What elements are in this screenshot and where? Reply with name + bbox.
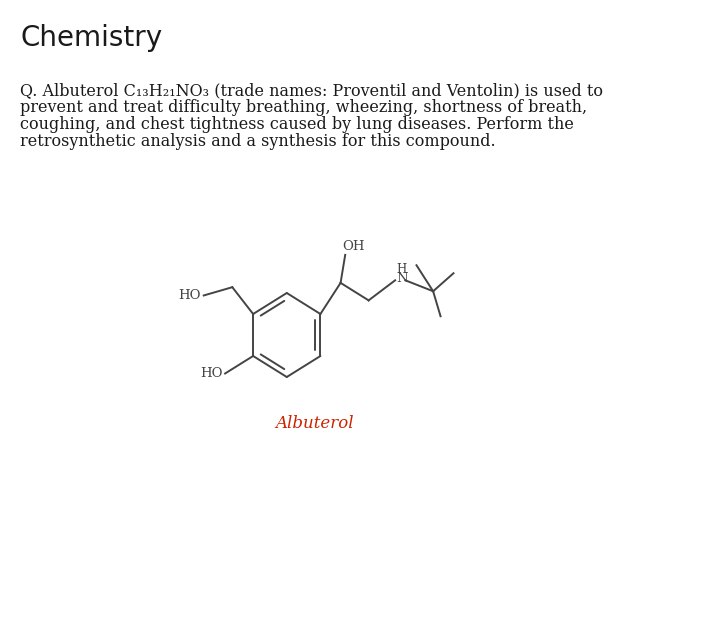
Text: H: H <box>396 263 407 277</box>
Text: N: N <box>396 272 407 285</box>
Text: HO: HO <box>179 289 201 302</box>
Text: prevent and treat difficulty breathing, wheezing, shortness of breath,: prevent and treat difficulty breathing, … <box>20 99 587 116</box>
Text: HO: HO <box>200 367 222 380</box>
Text: Albuterol: Albuterol <box>275 415 354 432</box>
Text: coughing, and chest tightness caused by lung diseases. Perform the: coughing, and chest tightness caused by … <box>20 116 574 133</box>
Text: OH: OH <box>342 240 365 253</box>
Text: retrosynthetic analysis and a synthesis for this compound.: retrosynthetic analysis and a synthesis … <box>20 133 496 150</box>
Text: Q. Albuterol C₁₃H₂₁NO₃ (trade names: Proventil and Ventolin) is used to: Q. Albuterol C₁₃H₂₁NO₃ (trade names: Pro… <box>20 82 604 99</box>
Text: Chemistry: Chemistry <box>20 24 162 52</box>
